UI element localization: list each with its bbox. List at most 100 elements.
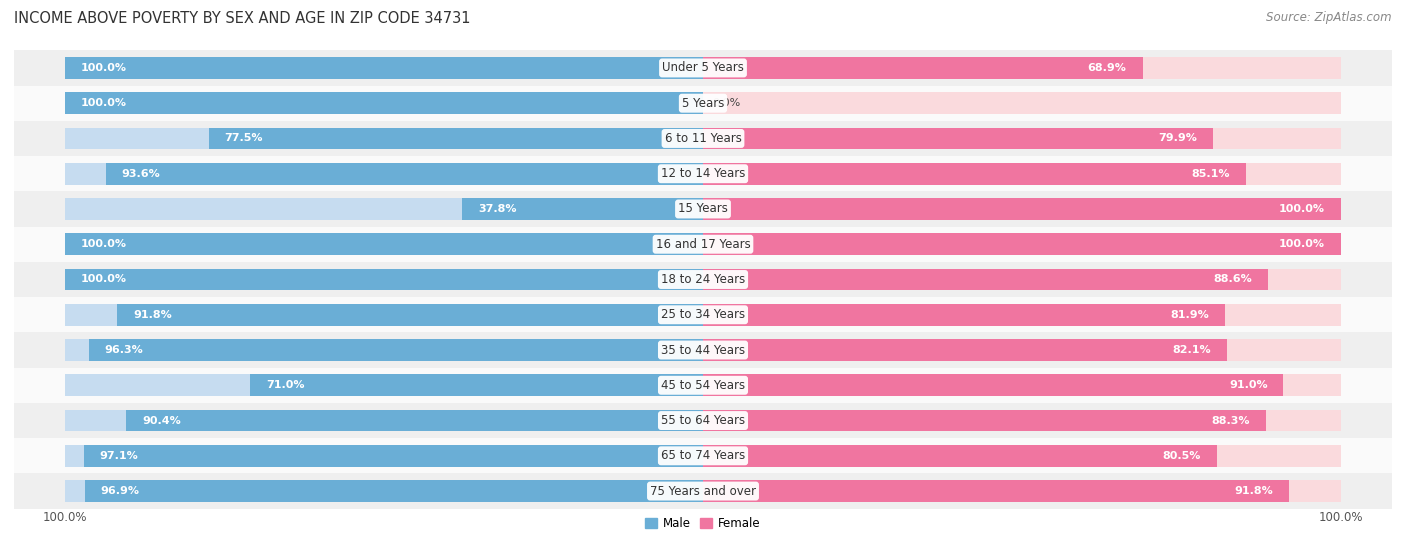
Bar (65, 92, 703, 114)
Bar (14, 333, 1392, 368)
Bar (703, 127, 1341, 149)
Bar (14, 262, 1392, 297)
Text: 82.1%: 82.1% (1173, 345, 1211, 355)
Text: 96.3%: 96.3% (104, 345, 143, 355)
Text: 100.0%: 100.0% (82, 239, 127, 249)
Bar (105, 163, 703, 184)
Bar (703, 127, 1213, 149)
Text: 88.6%: 88.6% (1213, 274, 1253, 285)
Bar (703, 375, 1341, 396)
Bar (703, 163, 1341, 184)
Bar (703, 304, 1341, 326)
Text: 77.5%: 77.5% (225, 134, 263, 144)
Text: 68.9%: 68.9% (1088, 63, 1126, 73)
Text: Source: ZipAtlas.com: Source: ZipAtlas.com (1267, 11, 1392, 24)
Text: 100.0%: 100.0% (82, 98, 127, 108)
Bar (65, 92, 703, 114)
Bar (703, 375, 1284, 396)
Bar (14, 226, 1392, 262)
Bar (14, 191, 1392, 226)
Text: INCOME ABOVE POVERTY BY SEX AND AGE IN ZIP CODE 34731: INCOME ABOVE POVERTY BY SEX AND AGE IN Z… (14, 11, 471, 26)
Bar (118, 304, 703, 326)
Text: 5 Years: 5 Years (682, 97, 724, 110)
Bar (703, 339, 1341, 361)
Bar (14, 156, 1392, 191)
Bar (83, 445, 703, 467)
Bar (65, 57, 703, 79)
Bar (65, 339, 703, 361)
Bar (461, 198, 703, 220)
Text: 91.8%: 91.8% (1234, 486, 1272, 496)
Bar (208, 127, 703, 149)
Bar (703, 410, 1341, 432)
Bar (703, 233, 1341, 255)
Bar (703, 480, 1341, 502)
Text: 6 to 11 Years: 6 to 11 Years (665, 132, 741, 145)
Bar (65, 445, 703, 467)
Bar (84, 480, 703, 502)
Text: 45 to 54 Years: 45 to 54 Years (661, 379, 745, 392)
Bar (250, 375, 703, 396)
Text: 25 to 34 Years: 25 to 34 Years (661, 308, 745, 321)
Text: 100.0%: 100.0% (1279, 204, 1324, 214)
Text: 35 to 44 Years: 35 to 44 Years (661, 344, 745, 357)
Text: 93.6%: 93.6% (122, 169, 160, 179)
Bar (89, 339, 703, 361)
Text: 85.1%: 85.1% (1191, 169, 1230, 179)
Text: 100.0%: 100.0% (82, 63, 127, 73)
Bar (703, 57, 1341, 79)
Text: 12 to 14 Years: 12 to 14 Years (661, 167, 745, 180)
Text: 91.0%: 91.0% (1229, 380, 1268, 390)
Text: 55 to 64 Years: 55 to 64 Years (661, 414, 745, 427)
Bar (65, 57, 703, 79)
Text: 91.8%: 91.8% (134, 310, 172, 320)
Bar (703, 268, 1341, 291)
Text: 80.5%: 80.5% (1163, 451, 1201, 461)
Bar (14, 473, 1392, 509)
Bar (65, 233, 703, 255)
Text: 15 Years: 15 Years (678, 202, 728, 215)
Bar (703, 480, 1288, 502)
Bar (703, 92, 1341, 114)
Bar (14, 50, 1392, 86)
Bar (65, 480, 703, 502)
Text: 100.0%: 100.0% (82, 274, 127, 285)
Bar (65, 375, 703, 396)
Text: 16 and 17 Years: 16 and 17 Years (655, 238, 751, 251)
Bar (65, 268, 703, 291)
Bar (65, 268, 703, 291)
Bar (65, 304, 703, 326)
Text: 96.9%: 96.9% (101, 486, 139, 496)
Bar (14, 368, 1392, 403)
Bar (65, 127, 703, 149)
Bar (65, 410, 703, 432)
Bar (65, 198, 703, 220)
Text: 18 to 24 Years: 18 to 24 Years (661, 273, 745, 286)
Bar (65, 163, 703, 184)
Text: 81.9%: 81.9% (1171, 310, 1209, 320)
Bar (703, 410, 1267, 432)
Bar (14, 403, 1392, 438)
Bar (703, 57, 1143, 79)
Text: 65 to 74 Years: 65 to 74 Years (661, 449, 745, 462)
Bar (703, 198, 1341, 220)
Bar (14, 438, 1392, 473)
Text: 0.0%: 0.0% (713, 98, 741, 108)
Bar (703, 198, 1341, 220)
Text: 79.9%: 79.9% (1159, 134, 1197, 144)
Text: 97.1%: 97.1% (100, 451, 138, 461)
Bar (703, 445, 1341, 467)
Bar (14, 86, 1392, 121)
Bar (127, 410, 703, 432)
Text: 100.0%: 100.0% (1279, 239, 1324, 249)
Bar (65, 233, 703, 255)
Text: 37.8%: 37.8% (478, 204, 516, 214)
Bar (703, 268, 1268, 291)
Bar (703, 339, 1226, 361)
Bar (703, 304, 1226, 326)
Bar (703, 163, 1246, 184)
Text: Under 5 Years: Under 5 Years (662, 61, 744, 74)
Text: 75 Years and over: 75 Years and over (650, 485, 756, 498)
Text: 90.4%: 90.4% (142, 415, 181, 425)
Text: 88.3%: 88.3% (1212, 415, 1250, 425)
